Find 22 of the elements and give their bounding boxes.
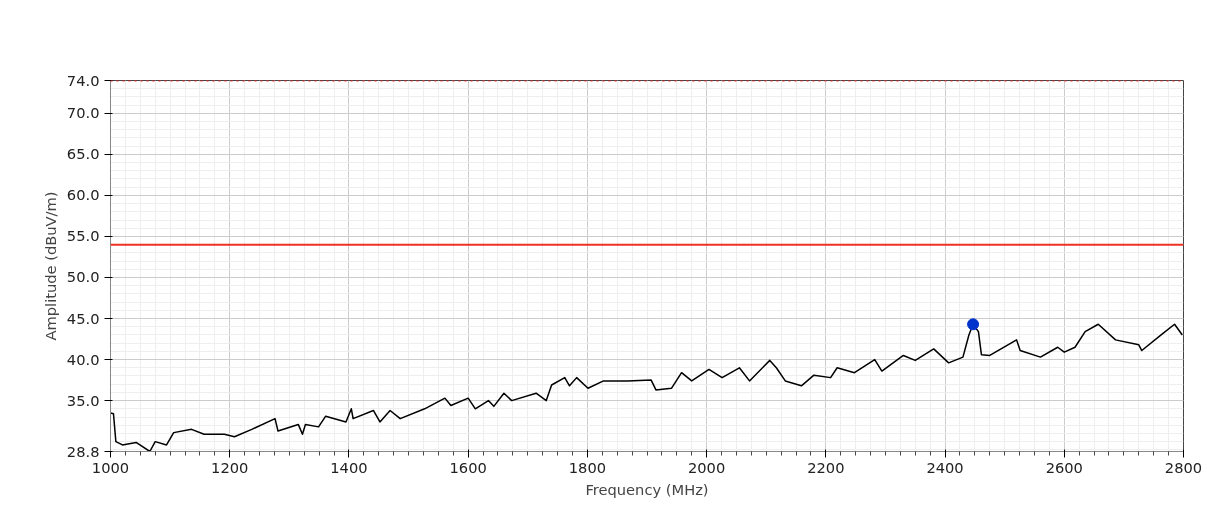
y-tick-label: 74.0 [66, 71, 100, 89]
x-tick-label: 1400 [330, 458, 368, 476]
y-axis-title: Amplitude (dBuV/m) [41, 191, 59, 341]
x-tick-label: 1000 [91, 458, 130, 476]
x-tick-label: 1200 [211, 458, 249, 476]
y-tick-label: 70.0 [66, 104, 100, 122]
y-tick-label: 28.8 [66, 442, 100, 460]
y-tick-label: 45.0 [66, 309, 100, 327]
x-tick-label: 2800 [1164, 458, 1203, 476]
y-tick-label: 50.0 [66, 268, 100, 286]
x-tick-label: 1800 [568, 458, 607, 476]
x-tick-label: 2400 [926, 458, 964, 476]
x-tick-label: 1600 [449, 458, 487, 476]
x-tick-label: 2600 [1045, 458, 1083, 476]
x-tick-label: 2000 [687, 458, 726, 476]
y-tick-label: 65.0 [66, 145, 100, 163]
y-tick-label: 60.0 [66, 186, 100, 204]
x-axis-title: Frequency (MHz) [585, 480, 709, 498]
y-tick-label: 40.0 [66, 350, 100, 368]
y-tick-label: 35.0 [66, 391, 100, 409]
x-tick-label: 2200 [807, 458, 845, 476]
y-tick-label: 55.0 [66, 227, 100, 245]
